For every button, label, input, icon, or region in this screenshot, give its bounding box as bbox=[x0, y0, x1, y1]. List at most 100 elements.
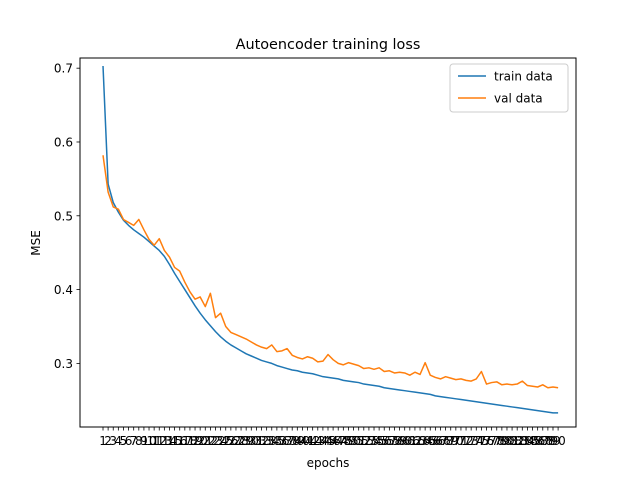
x-tick-label: 74 bbox=[469, 434, 484, 448]
x-tick-label: 12 bbox=[152, 434, 167, 448]
x-tick-label: 63 bbox=[412, 434, 427, 448]
x-tick-label: 36 bbox=[274, 434, 289, 448]
x-tick-label: 54 bbox=[366, 434, 381, 448]
x-tick-label: 75 bbox=[474, 434, 489, 448]
x-tick-label: 66 bbox=[428, 434, 443, 448]
x-tick-label: 17 bbox=[177, 434, 192, 448]
x-tick-label: 18 bbox=[182, 434, 197, 448]
x-tick-label: 69 bbox=[443, 434, 458, 448]
x-tick-label: 39 bbox=[290, 434, 305, 448]
x-tick-label: 32 bbox=[254, 434, 269, 448]
x-tick-label: 86 bbox=[530, 434, 545, 448]
x-tick-label: 57 bbox=[382, 434, 397, 448]
x-tick-label: 68 bbox=[438, 434, 453, 448]
x-tick-label: 45 bbox=[320, 434, 335, 448]
chart-title: Autoencoder training loss bbox=[236, 37, 421, 53]
x-tick-label: 42 bbox=[305, 434, 320, 448]
x-tick-label: 51 bbox=[351, 434, 366, 448]
x-tick-label: 55 bbox=[371, 434, 386, 448]
x-tick-label: 22 bbox=[203, 434, 218, 448]
x-tick-label: 65 bbox=[423, 434, 438, 448]
x-tick-label: 19 bbox=[187, 434, 202, 448]
x-tick-label: 84 bbox=[520, 434, 535, 448]
axis-ticks: 0.30.40.50.60.71234567891011121314151617… bbox=[54, 62, 566, 448]
x-tick-label: 46 bbox=[325, 434, 340, 448]
x-tick-label: 71 bbox=[453, 434, 468, 448]
x-tick-label: 33 bbox=[259, 434, 274, 448]
x-tick-label: 20 bbox=[193, 434, 208, 448]
x-tick-label: 27 bbox=[228, 434, 243, 448]
plot-area bbox=[102, 65, 559, 414]
x-tick-label: 62 bbox=[407, 434, 422, 448]
x-tick-label: 88 bbox=[540, 434, 555, 448]
x-tick-label: 47 bbox=[331, 434, 346, 448]
series-line-val-data bbox=[102, 155, 559, 389]
x-tick-label: 8 bbox=[135, 434, 143, 448]
x-tick-label: 49 bbox=[341, 434, 356, 448]
x-tick-label: 41 bbox=[300, 434, 315, 448]
x-tick-label: 61 bbox=[402, 434, 417, 448]
x-tick-label: 67 bbox=[433, 434, 448, 448]
x-tick-label: 24 bbox=[213, 434, 228, 448]
x-tick-label: 87 bbox=[535, 434, 550, 448]
x-tick-label: 13 bbox=[157, 434, 172, 448]
x-tick-label: 14 bbox=[162, 434, 177, 448]
x-tick-label: 29 bbox=[239, 434, 254, 448]
x-tick-label: 59 bbox=[392, 434, 407, 448]
x-tick-label: 78 bbox=[489, 434, 504, 448]
x-tick-label: 90 bbox=[550, 434, 565, 448]
x-tick-label: 64 bbox=[418, 434, 433, 448]
y-tick-label: 0.5 bbox=[54, 209, 73, 223]
y-tick-label: 0.3 bbox=[54, 357, 73, 371]
legend: train data val data bbox=[449, 63, 569, 113]
x-tick-label: 70 bbox=[448, 434, 463, 448]
y-axis-label: MSE bbox=[29, 230, 43, 256]
y-tick-label: 0.6 bbox=[54, 135, 73, 149]
x-tick-label: 30 bbox=[244, 434, 259, 448]
x-tick-label: 82 bbox=[510, 434, 525, 448]
x-tick-label: 10 bbox=[141, 434, 156, 448]
x-tick-label: 52 bbox=[356, 434, 371, 448]
x-tick-label: 31 bbox=[249, 434, 264, 448]
y-tick-label: 0.4 bbox=[54, 283, 73, 297]
x-tick-label: 9 bbox=[140, 434, 148, 448]
x-tick-label: 72 bbox=[458, 434, 473, 448]
x-tick-label: 25 bbox=[218, 434, 233, 448]
x-tick-label: 58 bbox=[387, 434, 402, 448]
x-tick-label: 2 bbox=[104, 434, 112, 448]
x-tick-label: 1 bbox=[99, 434, 107, 448]
x-tick-label: 53 bbox=[361, 434, 376, 448]
x-tick-label: 26 bbox=[223, 434, 238, 448]
x-tick-label: 3 bbox=[109, 434, 117, 448]
x-tick-label: 7 bbox=[130, 434, 138, 448]
x-tick-label: 56 bbox=[377, 434, 392, 448]
x-tick-label: 34 bbox=[264, 434, 279, 448]
x-tick-label: 60 bbox=[397, 434, 412, 448]
x-tick-label: 35 bbox=[269, 434, 284, 448]
x-tick-label: 38 bbox=[285, 434, 300, 448]
x-tick-label: 28 bbox=[233, 434, 248, 448]
x-tick-label: 21 bbox=[198, 434, 213, 448]
x-tick-label: 89 bbox=[545, 434, 560, 448]
axes-frame bbox=[79, 57, 577, 428]
x-tick-label: 43 bbox=[310, 434, 325, 448]
x-tick-label: 83 bbox=[515, 434, 530, 448]
x-tick-label: 11 bbox=[147, 434, 162, 448]
x-tick-label: 81 bbox=[504, 434, 519, 448]
x-tick-label: 48 bbox=[336, 434, 351, 448]
x-tick-label: 6 bbox=[125, 434, 133, 448]
x-tick-label: 40 bbox=[295, 434, 310, 448]
x-tick-label: 77 bbox=[484, 434, 499, 448]
x-tick-label: 80 bbox=[499, 434, 514, 448]
legend-label: val data bbox=[494, 92, 543, 106]
x-tick-label: 5 bbox=[120, 434, 128, 448]
y-tick-label: 0.7 bbox=[54, 62, 73, 76]
x-tick-label: 76 bbox=[479, 434, 494, 448]
x-tick-label: 16 bbox=[172, 434, 187, 448]
x-tick-label: 44 bbox=[315, 434, 330, 448]
x-tick-label: 79 bbox=[494, 434, 509, 448]
x-axis-label: epochs bbox=[307, 456, 350, 470]
x-tick-label: 73 bbox=[464, 434, 479, 448]
legend-label: train data bbox=[494, 70, 553, 84]
